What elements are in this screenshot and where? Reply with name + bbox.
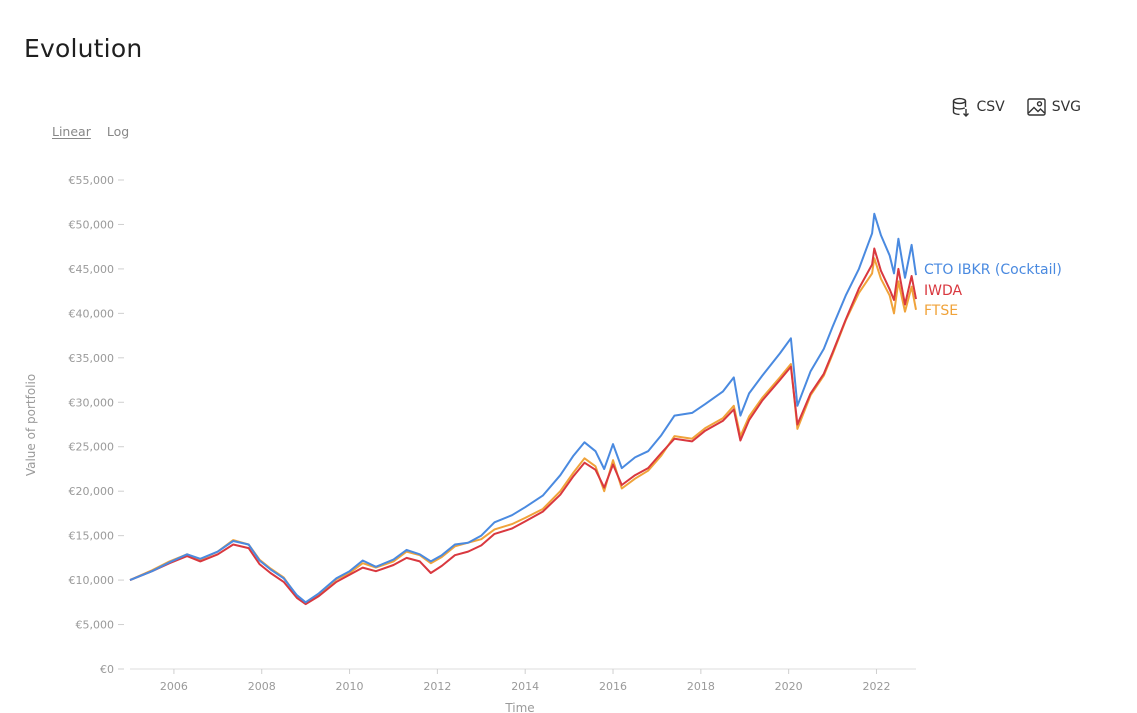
scale-linear-option[interactable]: Linear: [52, 124, 91, 139]
y-tick-label: €5,000: [76, 619, 115, 632]
x-axis-title: Time: [504, 701, 534, 713]
y-tick-label: €10,000: [69, 574, 115, 587]
y-axis: €0 €5,000 €10,000 €15,000 €20,000 €25,000 €30,…: [69, 174, 124, 676]
y-tick-label: €15,000: [69, 530, 115, 543]
export-toolbar: CSV SVG: [952, 97, 1081, 117]
y-tick-label: €40,000: [69, 307, 115, 320]
scale-toggle: Linear Log: [52, 124, 129, 139]
series-label: CTO IBKR (Cocktail): [924, 262, 1062, 278]
series-labels: CTO IBKR (Cocktail) IWDA FTSE: [924, 262, 1062, 319]
series-line-2: [129, 257, 917, 605]
x-tick-label: 2006: [160, 680, 188, 693]
y-tick-label: €25,000: [69, 441, 115, 454]
y-tick-label: €0: [100, 663, 114, 676]
y-tick-label: €30,000: [69, 396, 115, 409]
x-tick-label: 2022: [862, 680, 890, 693]
x-tick-label: 2008: [248, 680, 276, 693]
x-tick-label: 2018: [687, 680, 715, 693]
series-line-1: [129, 247, 917, 606]
y-tick-label: €50,000: [69, 218, 115, 231]
export-svg-label: SVG: [1051, 99, 1081, 115]
series-lines: [129, 212, 917, 606]
series-label: FTSE: [924, 303, 958, 319]
series-label: IWDA: [924, 283, 963, 299]
page-title: Evolution: [24, 34, 143, 63]
y-tick-label: €35,000: [69, 352, 115, 365]
x-tick-label: 2012: [423, 680, 451, 693]
y-tick-label: €20,000: [69, 485, 115, 498]
scale-log-option[interactable]: Log: [106, 124, 130, 139]
y-tick-label: €45,000: [69, 263, 115, 276]
export-csv-label: CSV: [976, 99, 1005, 115]
x-tick-label: 2016: [599, 680, 627, 693]
export-svg-button[interactable]: SVG: [1026, 98, 1081, 116]
x-tick-label: 2020: [775, 680, 803, 693]
database-download-icon: [952, 97, 970, 117]
y-tick-label: €55,000: [69, 174, 115, 187]
image-icon: [1026, 98, 1046, 116]
y-axis-title: Value of portfolio: [24, 374, 38, 476]
series-line-0: [129, 212, 917, 604]
x-axis: 2006 2008 2010 2012 2014 2016 2018 2020 2022: [130, 668, 916, 693]
x-tick-label: 2014: [511, 680, 539, 693]
export-csv-button[interactable]: CSV: [952, 97, 1005, 117]
x-tick-label: 2010: [336, 680, 364, 693]
